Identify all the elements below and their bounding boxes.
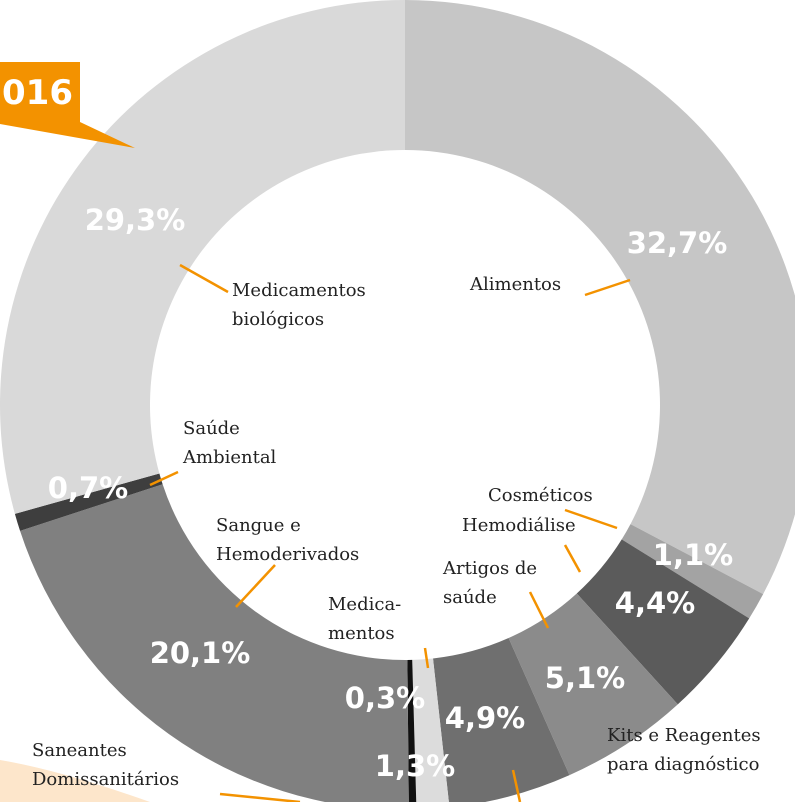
category-label: Saneantes Domissanitários [32, 740, 179, 790]
category-label-line: mentos [328, 623, 395, 644]
leader-line [219, 792, 301, 802]
leader-line [179, 263, 229, 294]
value-label: 0,3% [345, 681, 425, 715]
value-label: 32,7% [627, 226, 728, 260]
category-label: Hemodiálise [462, 515, 576, 536]
leader-line [235, 564, 276, 608]
year-text: 016 [2, 73, 73, 113]
donut-slice [576, 539, 750, 705]
donut-slice [407, 659, 417, 802]
category-label-line: saúde [443, 587, 497, 608]
category-label-line: Medicamentos [232, 280, 366, 301]
value-label: 0,7% [48, 471, 128, 505]
leader-line [584, 278, 631, 297]
donut-slice [433, 638, 570, 802]
leader-line [528, 591, 550, 629]
value-label: 1,1% [653, 538, 733, 572]
category-label-line: Sangue e [216, 515, 301, 536]
category-label-line: Domissanitários [32, 769, 179, 790]
leader-line [423, 647, 430, 669]
category-label-line: Hemoderivados [216, 544, 359, 565]
category-label: Medica-mentos [328, 594, 401, 644]
donut-slice [405, 0, 795, 595]
category-label: Cosméticos [488, 485, 593, 506]
category-label-line: Kits e Reagentes [607, 725, 761, 746]
labels: Alimentos 32,7% Cosméticos 1,1% Hemodiálise 4… [32, 203, 761, 802]
value-label: 4,4% [615, 586, 695, 620]
category-label-line: Ambiental [182, 447, 277, 468]
category-label: Medicamentos biológicos [232, 280, 366, 330]
year-badge [0, 62, 135, 148]
category-label: Kits e Reagentes para diagnóstico [607, 725, 761, 775]
donut-slice [621, 524, 764, 619]
category-label: Alimentos [469, 274, 561, 295]
category-label-line: Saneantes [32, 740, 127, 761]
leader-line [564, 508, 618, 530]
value-label: 4,9% [445, 701, 525, 735]
value-label: 1,3% [375, 749, 455, 783]
leader-line [149, 470, 179, 487]
category-label-line: Cosméticos [488, 485, 593, 506]
donut-slice [412, 658, 449, 802]
value-label: 29,3% [85, 203, 186, 237]
category-label: Artigos de saúde [442, 558, 537, 608]
category-label: Saúde Ambiental [182, 418, 277, 468]
category-label-line: Hemodiálise [462, 515, 576, 536]
category-label-line: para diagnóstico [607, 754, 759, 775]
donut-slice [20, 484, 409, 802]
category-label-line: Alimentos [469, 274, 561, 295]
leader-line [563, 544, 582, 573]
category-label-line: Saúde [183, 418, 240, 439]
value-label: 20,1% [150, 636, 251, 670]
value-label: 5,1% [545, 661, 625, 695]
donut-slice [508, 593, 678, 776]
category-label-line: Artigos de [442, 558, 537, 579]
category-label: Sangue e Hemoderivados [216, 515, 359, 565]
donut-slice [14, 473, 163, 531]
leader-line [511, 769, 522, 802]
donut-slice [0, 0, 405, 514]
category-label-line: Medica- [328, 594, 401, 615]
category-label-line: biológicos [232, 309, 324, 330]
decor-shape [0, 760, 150, 802]
